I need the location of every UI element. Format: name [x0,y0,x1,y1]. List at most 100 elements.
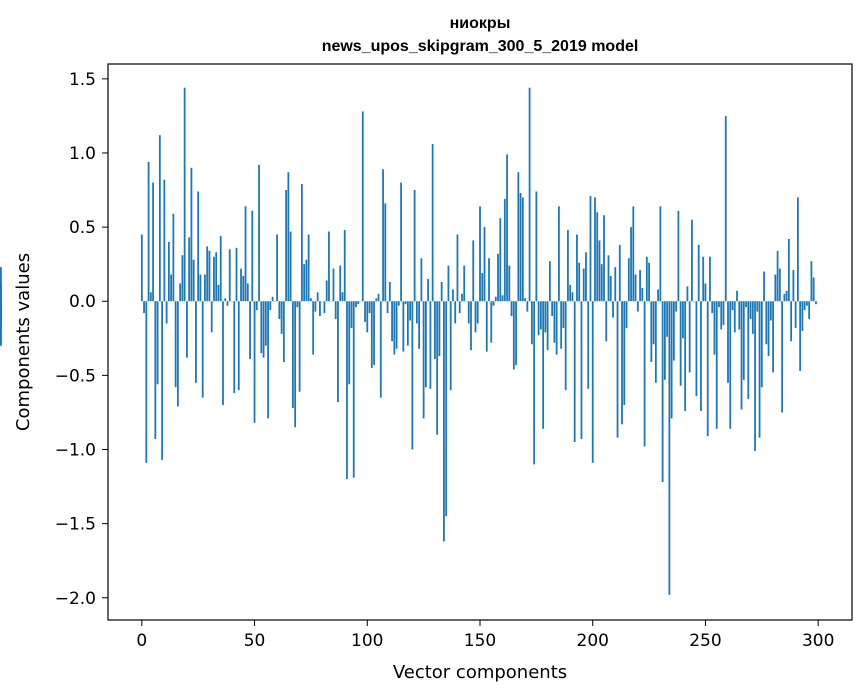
bar-63 [282,301,285,363]
bar-27 [201,301,204,398]
bar-62 [280,301,283,334]
bar-244 [691,219,693,302]
bar-75 [310,298,312,302]
bar-152 [483,227,486,302]
bar-174 [533,301,536,465]
bar-7 [156,301,159,385]
bar-194 [578,262,581,302]
bar-105 [377,293,380,302]
bar-292 [799,301,802,371]
bar-54 [262,301,265,358]
bar-222 [641,287,644,302]
bar-247 [697,244,700,302]
bar-209 [612,301,614,318]
bar-139 [454,301,457,324]
x-tick-label: 300 [802,631,834,651]
bar-42 [235,247,238,302]
bar-295 [806,301,808,306]
bar-115 [400,182,402,302]
bar-25 [197,191,200,302]
bar-90 [343,230,346,302]
y-tick-label: 1.0 [69,144,96,164]
bar-191 [571,292,574,302]
bar-32 [213,256,215,302]
bar-285 [783,293,786,302]
bar-197 [585,252,587,302]
bar-253 [711,301,714,314]
bar-256 [718,301,720,308]
bar-275 [760,301,763,388]
bar-273 [756,301,759,312]
bar-3 [147,161,150,302]
chart-title-line-2: news_upos_skipgram_300_5_2019 model [322,38,639,55]
bar-172 [528,87,531,302]
bar-10 [163,179,166,302]
bar-111 [391,301,393,342]
bar-168 [519,192,522,302]
bar-135 [445,301,448,517]
bar-184 [555,301,558,355]
bar-206 [605,301,608,342]
bar-201 [594,197,596,302]
bar-294 [803,301,806,311]
y-tick-label: −1.5 [55,515,96,535]
bar-130 [434,301,436,360]
bar-60 [276,234,278,302]
bar-88 [339,265,342,302]
bar-192 [573,301,576,443]
bar-26 [199,274,202,302]
bar-266 [740,301,743,410]
bar-52 [258,164,260,302]
bar-153 [485,301,488,352]
bar-142 [461,293,463,302]
bar-55 [264,301,267,346]
bar-undefined [0,281,2,302]
bar-126 [424,301,427,388]
bar-228 [654,301,657,383]
bar-215 [625,301,628,328]
bar-48 [249,301,251,360]
chart-title-line-1: ниокры [450,15,511,32]
bar-279 [769,301,772,321]
bar-35 [219,235,222,302]
bar-94 [352,301,355,478]
bar-38 [226,301,229,306]
bar-12 [167,241,170,302]
bar-100 [366,301,369,333]
bar-180 [546,301,549,351]
bar-134 [443,301,445,542]
bar-133 [440,281,443,302]
bar-284 [781,301,784,413]
bar-169 [521,197,524,302]
bar-237 [675,301,678,312]
bar-236 [672,301,675,361]
bar-297 [810,261,813,302]
bar-11 [165,301,168,324]
bar-223 [643,301,646,447]
y-axis-ticks: −2.0 −1.5 −1.0 −0.5 0.0 0.5 1.0 1.5 [55,70,108,609]
bar-19 [183,87,186,302]
bar-125 [422,301,425,419]
bar-18 [181,255,184,302]
bar-216 [627,258,630,302]
bar-36 [222,301,224,406]
bar-231 [661,301,664,483]
bar-98 [361,111,364,302]
bar-260 [727,301,729,383]
bar-233 [666,301,669,337]
bar-47 [246,283,249,302]
bar-undefined [0,301,2,346]
plot-frame [107,63,853,621]
bar-264 [736,290,738,302]
bar-65 [287,172,290,302]
bar-190 [569,284,572,302]
y-tick-label: −2.0 [55,589,96,609]
bar-79 [319,301,321,317]
bar-165 [512,301,515,370]
x-tick-label: 200 [577,631,609,651]
bar-211 [616,301,619,438]
bar-227 [652,301,655,345]
bar-29 [206,246,209,302]
bar-147 [472,240,475,302]
